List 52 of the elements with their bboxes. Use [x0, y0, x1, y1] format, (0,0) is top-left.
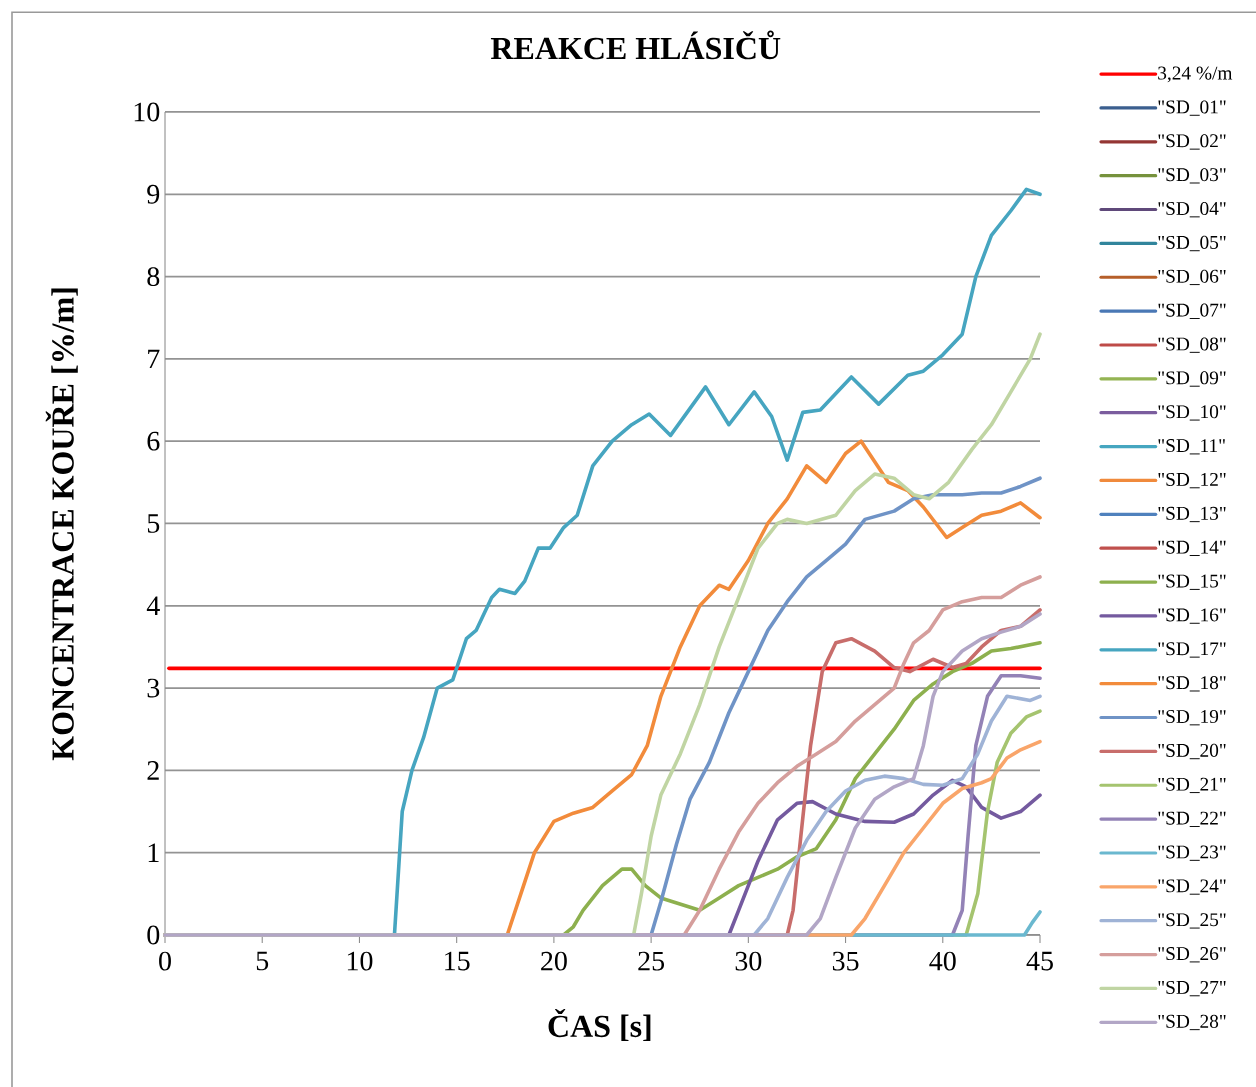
y-tick-label: 5	[147, 514, 160, 533]
x-tick-label: 30	[735, 951, 762, 971]
legend-label: "SD_22"	[1158, 811, 1226, 827]
legend-label: "SD_20"	[1158, 743, 1226, 760]
x-tick-label: 40	[929, 951, 956, 971]
legend-label: "SD_08"	[1158, 337, 1226, 353]
y-tick-label: 0	[147, 925, 160, 945]
legend-label: "SD_16"	[1158, 608, 1226, 624]
y-tick-label: 1	[148, 843, 159, 862]
legend-label: "SD_10"	[1158, 405, 1226, 421]
x-axis-title: ČAS [s]	[548, 1009, 651, 1042]
legend-label: "SD_07"	[1158, 303, 1226, 319]
legend-label: "SD_05"	[1158, 235, 1226, 252]
legend-label: "SD_04"	[1158, 201, 1226, 218]
y-tick-label: 7	[148, 349, 160, 369]
legend-label: "SD_18"	[1158, 676, 1226, 692]
x-tick-label: 35	[832, 951, 859, 971]
legend-label: "SD_24"	[1158, 879, 1226, 895]
y-tick-label: 6	[147, 431, 160, 451]
legend-label: "SD_03"	[1158, 168, 1226, 184]
legend-label: "SD_15"	[1158, 574, 1226, 590]
y-tick-label: 9	[147, 184, 160, 204]
y-tick-label: 4	[146, 596, 160, 615]
legend-label: "SD_14"	[1158, 540, 1226, 557]
legend-label: "SD_13"	[1158, 506, 1226, 523]
y-tick-label: 10	[134, 102, 160, 122]
y-tick-label: 3	[147, 678, 160, 698]
legend-label: "SD_09"	[1158, 371, 1226, 387]
x-tick-label: 15	[445, 951, 470, 971]
y-axis-title: KONCENTRACE KOUŘE [%/m]	[45, 288, 78, 761]
legend-label: 3,24 %/m	[1158, 66, 1233, 83]
legend-label: "SD_26"	[1158, 947, 1226, 963]
y-tick-label: 8	[147, 267, 160, 287]
legend-label: "SD_25"	[1158, 913, 1226, 929]
legend-label: "SD_01"	[1158, 100, 1226, 116]
x-tick-label: 5	[256, 951, 269, 971]
x-tick-label: 25	[638, 951, 665, 971]
legend-label: "SD_06"	[1158, 269, 1226, 286]
legend-label: "SD_21"	[1158, 777, 1226, 794]
x-tick-label: 10	[347, 951, 373, 971]
chart-title: REAKCE HLÁSIČŮ	[490, 30, 781, 60]
legend-label: "SD_19"	[1158, 710, 1226, 726]
legend-label: "SD_02"	[1158, 134, 1226, 150]
legend-label: "SD_27"	[1158, 980, 1226, 997]
y-tick-label: 2	[147, 761, 159, 780]
x-tick-label: 45	[1026, 951, 1053, 971]
legend-label: "SD_23"	[1158, 845, 1226, 861]
legend-label: "SD_28"	[1158, 1014, 1226, 1031]
x-tick-label: 20	[541, 951, 567, 971]
legend-label: "SD_11"	[1158, 439, 1225, 455]
legend-label: "SD_17"	[1158, 642, 1226, 658]
legend-label: "SD_12"	[1158, 472, 1226, 489]
